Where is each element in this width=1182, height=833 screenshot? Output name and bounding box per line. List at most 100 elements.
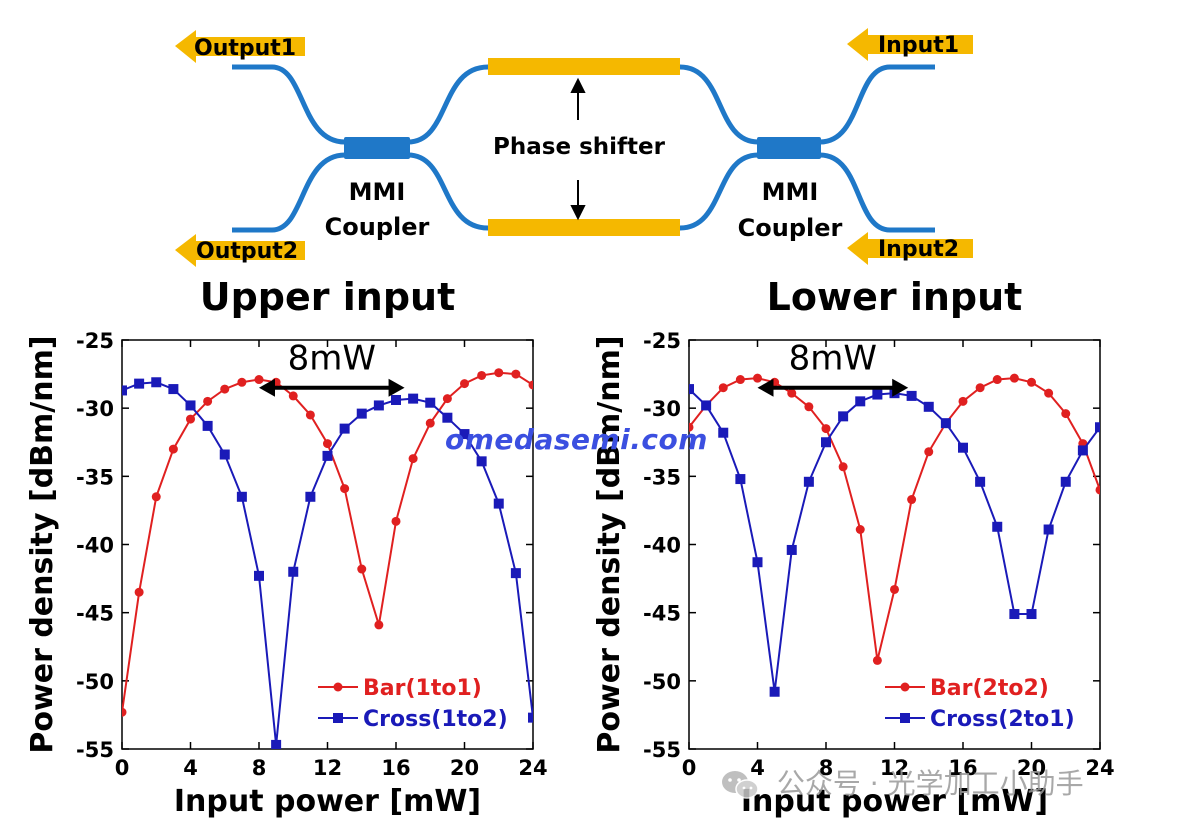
span-arrow-head-left xyxy=(757,378,774,397)
data-point xyxy=(786,544,797,555)
output1-label: Output1 xyxy=(194,36,296,61)
data-point xyxy=(838,462,848,472)
data-point xyxy=(425,397,436,408)
x-tick-label: 20 xyxy=(1017,756,1046,780)
data-point xyxy=(151,492,161,502)
y-tick-label: -40 xyxy=(76,534,114,558)
x-tick-label: 0 xyxy=(682,756,697,780)
data-point xyxy=(357,564,367,574)
wechat-label: 公众号 · 光学加工小助手 xyxy=(776,767,1084,800)
legend-label: Cross(1to2) xyxy=(363,707,508,732)
mzi-schematic: Output1 Output2 Input1 Input2 MMI Couple… xyxy=(175,28,973,267)
x-axis-label: Input power [mW] xyxy=(741,784,1048,819)
data-point xyxy=(511,369,521,379)
data-point xyxy=(1060,476,1071,487)
data-point xyxy=(752,557,763,568)
data-point xyxy=(203,396,213,406)
data-point xyxy=(391,516,401,526)
legend-marker xyxy=(333,682,343,692)
data-point xyxy=(528,380,533,390)
y-tick-label: -30 xyxy=(76,397,114,421)
data-point xyxy=(219,449,230,460)
data-point xyxy=(340,484,350,494)
data-point xyxy=(821,424,831,434)
data-point xyxy=(821,437,831,448)
chart-title: Lower input xyxy=(767,275,1023,319)
data-point xyxy=(923,401,934,412)
y-tick-label: -50 xyxy=(76,670,114,694)
y-tick-label: -40 xyxy=(643,534,681,558)
watermark: omedasemi.com xyxy=(445,423,708,456)
data-point xyxy=(958,396,968,406)
data-point xyxy=(288,566,299,577)
span-arrow-head-right xyxy=(388,378,405,397)
data-point xyxy=(924,447,934,457)
data-point xyxy=(1044,388,1054,398)
y-tick-label: -30 xyxy=(643,397,681,421)
left-mmi-label-line2: Coupler xyxy=(325,213,430,241)
data-point xyxy=(220,384,230,394)
data-point xyxy=(254,375,264,385)
x-axis-label: Input power [mW] xyxy=(174,784,481,819)
data-point xyxy=(718,383,728,393)
data-point xyxy=(494,368,504,378)
x-tick-label: 12 xyxy=(313,756,342,780)
span-annotation-label: 8mW xyxy=(288,339,376,379)
data-point xyxy=(185,400,196,411)
data-point xyxy=(391,394,401,405)
y-tick-label: -45 xyxy=(76,602,114,626)
x-tick-label: 12 xyxy=(880,756,909,780)
data-point xyxy=(237,377,247,387)
x-tick-label: 4 xyxy=(183,756,198,780)
x-tick-label: 16 xyxy=(948,756,977,780)
x-tick-label: 8 xyxy=(819,756,834,780)
data-point xyxy=(442,412,453,423)
data-point xyxy=(476,456,487,467)
span-arrow-head-left xyxy=(259,378,275,397)
data-point xyxy=(975,476,986,487)
data-point xyxy=(689,422,694,432)
data-point xyxy=(460,379,469,389)
data-point xyxy=(122,385,127,396)
data-point xyxy=(374,620,384,630)
phase-shifter-label: Phase shifter xyxy=(493,134,666,160)
data-point xyxy=(735,474,746,485)
data-point xyxy=(510,568,521,579)
data-point xyxy=(1095,485,1100,495)
data-point xyxy=(1043,524,1054,535)
right-mmi-block xyxy=(757,137,821,159)
data-point xyxy=(459,429,470,440)
series-Cross(2to1) xyxy=(689,384,1100,697)
data-point xyxy=(305,491,316,502)
data-point xyxy=(940,418,951,429)
data-point xyxy=(408,454,418,464)
y-tick-label: -35 xyxy=(643,465,681,489)
data-point xyxy=(425,418,435,428)
data-point xyxy=(356,408,367,419)
right-mmi-label-line2: Coupler xyxy=(738,214,843,242)
legend-label: Bar(2to2) xyxy=(930,676,1049,701)
data-point xyxy=(872,655,882,665)
data-point xyxy=(528,712,533,723)
data-point xyxy=(1061,409,1071,419)
data-point xyxy=(1009,609,1020,620)
data-point xyxy=(168,444,178,454)
data-point xyxy=(1027,377,1036,387)
data-point xyxy=(236,491,247,502)
data-point xyxy=(718,427,729,438)
legend-marker xyxy=(900,713,910,723)
x-tick-label: 4 xyxy=(750,756,765,780)
data-point xyxy=(1077,445,1088,456)
series-line xyxy=(689,377,1100,661)
data-point xyxy=(271,739,282,749)
data-point xyxy=(769,686,780,697)
legend-marker xyxy=(333,713,343,723)
left-mmi-block xyxy=(344,137,410,159)
data-point xyxy=(493,498,504,509)
data-point xyxy=(838,411,849,422)
data-point xyxy=(254,570,264,581)
y-axis-label: Power density [dBm/nm] xyxy=(592,335,627,753)
data-point xyxy=(323,439,332,449)
